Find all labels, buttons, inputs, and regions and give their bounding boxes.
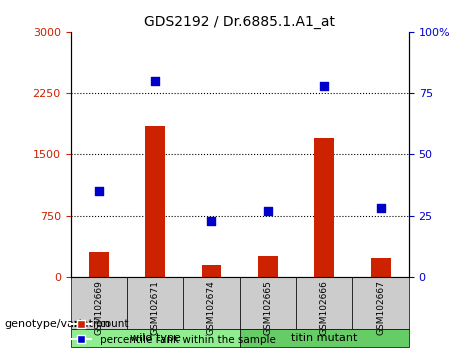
FancyBboxPatch shape <box>240 277 296 330</box>
FancyBboxPatch shape <box>70 330 240 347</box>
FancyBboxPatch shape <box>352 277 409 330</box>
Text: GSM102667: GSM102667 <box>376 280 385 335</box>
Bar <box>202 265 221 277</box>
FancyBboxPatch shape <box>70 277 127 330</box>
Title: GDS2192 / Dr.6885.1.A1_at: GDS2192 / Dr.6885.1.A1_at <box>144 16 335 29</box>
Point <box>151 78 159 84</box>
Bar <box>371 258 391 277</box>
Point <box>321 83 328 88</box>
FancyBboxPatch shape <box>183 277 240 330</box>
Text: GSM102671: GSM102671 <box>150 280 160 335</box>
Point <box>208 218 215 223</box>
Text: titin mutant: titin mutant <box>291 333 358 343</box>
Text: GSM102665: GSM102665 <box>263 280 273 335</box>
Text: GSM102666: GSM102666 <box>320 280 329 335</box>
FancyBboxPatch shape <box>240 330 409 347</box>
Bar <box>89 252 109 277</box>
Bar <box>314 138 334 277</box>
Point <box>377 205 384 211</box>
Bar <box>145 126 165 277</box>
Point <box>95 188 102 194</box>
Text: GSM102669: GSM102669 <box>94 280 103 335</box>
Text: wild type: wild type <box>130 333 180 343</box>
Text: genotype/variation: genotype/variation <box>5 319 111 329</box>
Bar <box>258 257 278 277</box>
FancyBboxPatch shape <box>127 277 183 330</box>
Text: GSM102674: GSM102674 <box>207 280 216 335</box>
Legend: count, percentile rank within the sample: count, percentile rank within the sample <box>66 315 280 349</box>
FancyBboxPatch shape <box>296 277 352 330</box>
Point <box>264 208 272 213</box>
